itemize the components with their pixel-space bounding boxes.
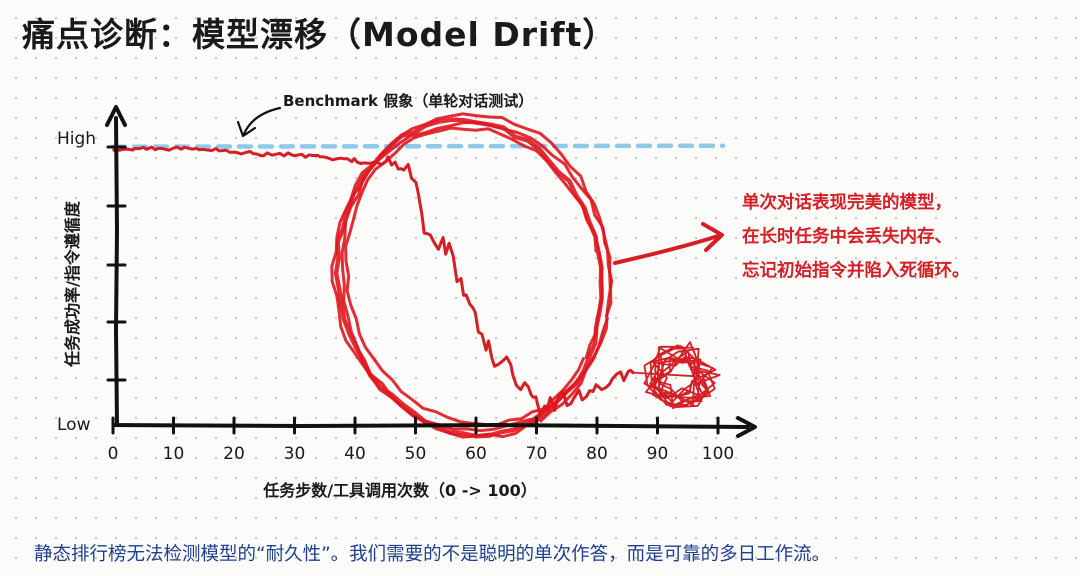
benchmark-pointer-arrowhead xyxy=(236,120,257,138)
x-tick-label: 50 xyxy=(405,444,427,464)
x-tick-label: 70 xyxy=(526,444,548,464)
y-axis-arrowhead xyxy=(105,105,127,127)
y-low-label: Low xyxy=(57,415,91,435)
death-loop-scribble xyxy=(633,341,721,410)
y-axis-title: 任务成功率/指令遵循度 xyxy=(63,200,82,368)
annotation-line-3: 忘记初始指令并陷入死循环。 xyxy=(742,260,970,281)
x-tick-label: 0 xyxy=(108,444,119,464)
x-tick-label: 60 xyxy=(465,444,487,464)
benchmark-label: Benchmark 假象（单轮对话测试） xyxy=(283,92,533,110)
page-title: 痛点诊断：模型漂移（Model Drift） xyxy=(22,15,617,54)
benchmark-line xyxy=(110,143,726,149)
x-tick-label: 90 xyxy=(647,444,669,464)
x-tick-label: 80 xyxy=(586,444,608,464)
x-tick-label: 100 xyxy=(702,444,734,464)
benchmark-pointer-arrow xyxy=(242,106,282,136)
annotation-arrowhead xyxy=(701,222,724,252)
y-high-label: High xyxy=(57,129,96,149)
highlight-circle-stroke xyxy=(344,126,604,427)
annotation-line-2: 在长时任务中会丢失内存、 xyxy=(742,226,952,247)
x-tick-label: 30 xyxy=(284,444,306,464)
x-tick-label: 40 xyxy=(344,444,366,464)
annotation-line-1: 单次对话表现完美的模型， xyxy=(742,192,952,213)
x-tick-label: 10 xyxy=(163,444,185,464)
x-axis-arrowhead xyxy=(736,416,757,438)
x-axis-title: 任务步数/工具调用次数（0 -> 100） xyxy=(262,481,537,500)
annotation-arrow xyxy=(613,234,720,265)
footer-caption: 静态排行榜无法检测模型的“耐久性”。我们需要的不是聪明的单次作答，而是可靠的多日… xyxy=(34,544,831,565)
x-axis xyxy=(113,422,750,429)
highlight-circle-stroke xyxy=(340,112,614,439)
y-axis xyxy=(113,116,120,427)
x-tick-label: 20 xyxy=(223,444,245,464)
